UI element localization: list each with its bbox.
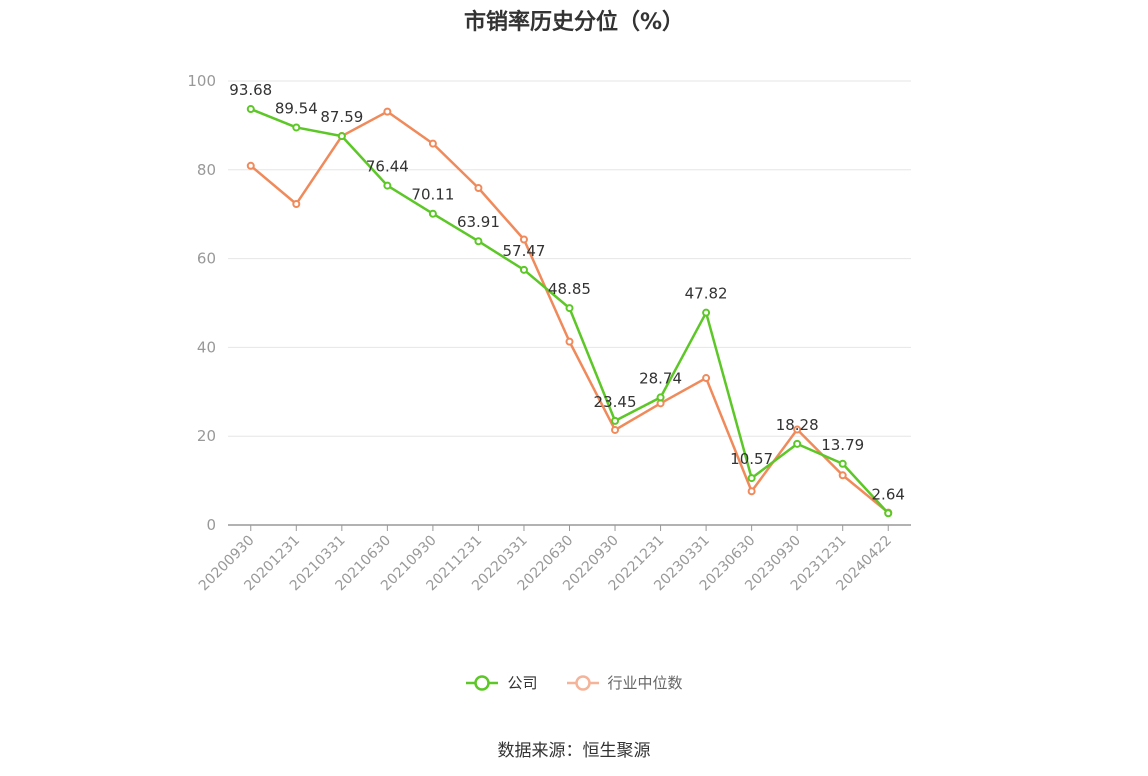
data-point-company [565, 304, 574, 313]
data-label: 70.11 [411, 186, 454, 204]
data-label: 23.45 [594, 393, 637, 411]
data-label: 13.79 [821, 436, 864, 454]
data-label: 57.47 [502, 242, 545, 260]
data-point-company [337, 132, 346, 141]
legend-label-company: 公司 [507, 674, 538, 692]
y-tick-label: 80 [197, 161, 216, 179]
data-point-company [747, 474, 756, 483]
data-label: 47.82 [685, 285, 728, 303]
data-point-industry [474, 184, 483, 193]
data-label: 89.54 [275, 99, 318, 117]
y-tick-label: 60 [197, 250, 216, 268]
y-tick-label: 20 [197, 427, 216, 445]
line-chart: 0204060801002020093020201231202103312021… [187, 72, 911, 594]
series [246, 105, 893, 518]
data-source: 数据来源：恒生聚源 [497, 741, 651, 761]
data-label: 87.59 [320, 108, 363, 126]
y-tick-label: 0 [206, 516, 216, 534]
data-point-industry [428, 139, 437, 148]
grid-lines [228, 80, 911, 437]
data-point-company [292, 123, 301, 132]
y-tick-label: 100 [187, 72, 216, 90]
data-label: 48.85 [548, 280, 591, 298]
data-point-company [656, 393, 665, 402]
data-label: 28.74 [639, 369, 682, 387]
legend-industry-marker-icon [566, 674, 599, 691]
data-point-industry [383, 107, 392, 116]
data-point-industry [793, 425, 802, 434]
data-point-company [884, 509, 893, 518]
legend-item-industry[interactable]: 行业中位数 [566, 672, 683, 693]
data-point-industry [838, 471, 847, 480]
data-label: 93.68 [229, 81, 272, 99]
data-point-company [246, 105, 255, 114]
data-point-industry [246, 161, 255, 170]
data-point-company [793, 439, 802, 448]
data-point-industry [611, 425, 620, 434]
data-point-company [611, 416, 620, 425]
data-label: 63.91 [457, 213, 500, 231]
data-point-company [383, 181, 392, 190]
data-label: 18.28 [776, 416, 819, 434]
data-label: 10.57 [730, 450, 773, 468]
data-point-company [474, 237, 483, 246]
data-point-industry [292, 199, 301, 208]
legend-item-company[interactable]: 公司 [465, 672, 538, 693]
data-point-industry [519, 235, 528, 244]
data-point-company [702, 308, 711, 317]
legend-label-industry: 行业中位数 [607, 674, 683, 692]
legend: 公司 行业中位数 [0, 672, 1148, 693]
data-point-company [428, 209, 437, 218]
data-point-industry [565, 337, 574, 346]
data-point-company [838, 459, 847, 468]
axes: 0204060801002020093020201231202103312021… [187, 72, 911, 594]
legend-company-marker-icon [466, 674, 499, 691]
data-point-industry [702, 374, 711, 383]
data-point-company [519, 265, 528, 274]
data-label: 2.64 [872, 485, 905, 503]
data-label: 76.44 [366, 158, 409, 176]
chart-title: 市销率历史分位（%） [463, 10, 685, 35]
y-tick-label: 40 [197, 338, 216, 356]
data-point-industry [747, 487, 756, 496]
